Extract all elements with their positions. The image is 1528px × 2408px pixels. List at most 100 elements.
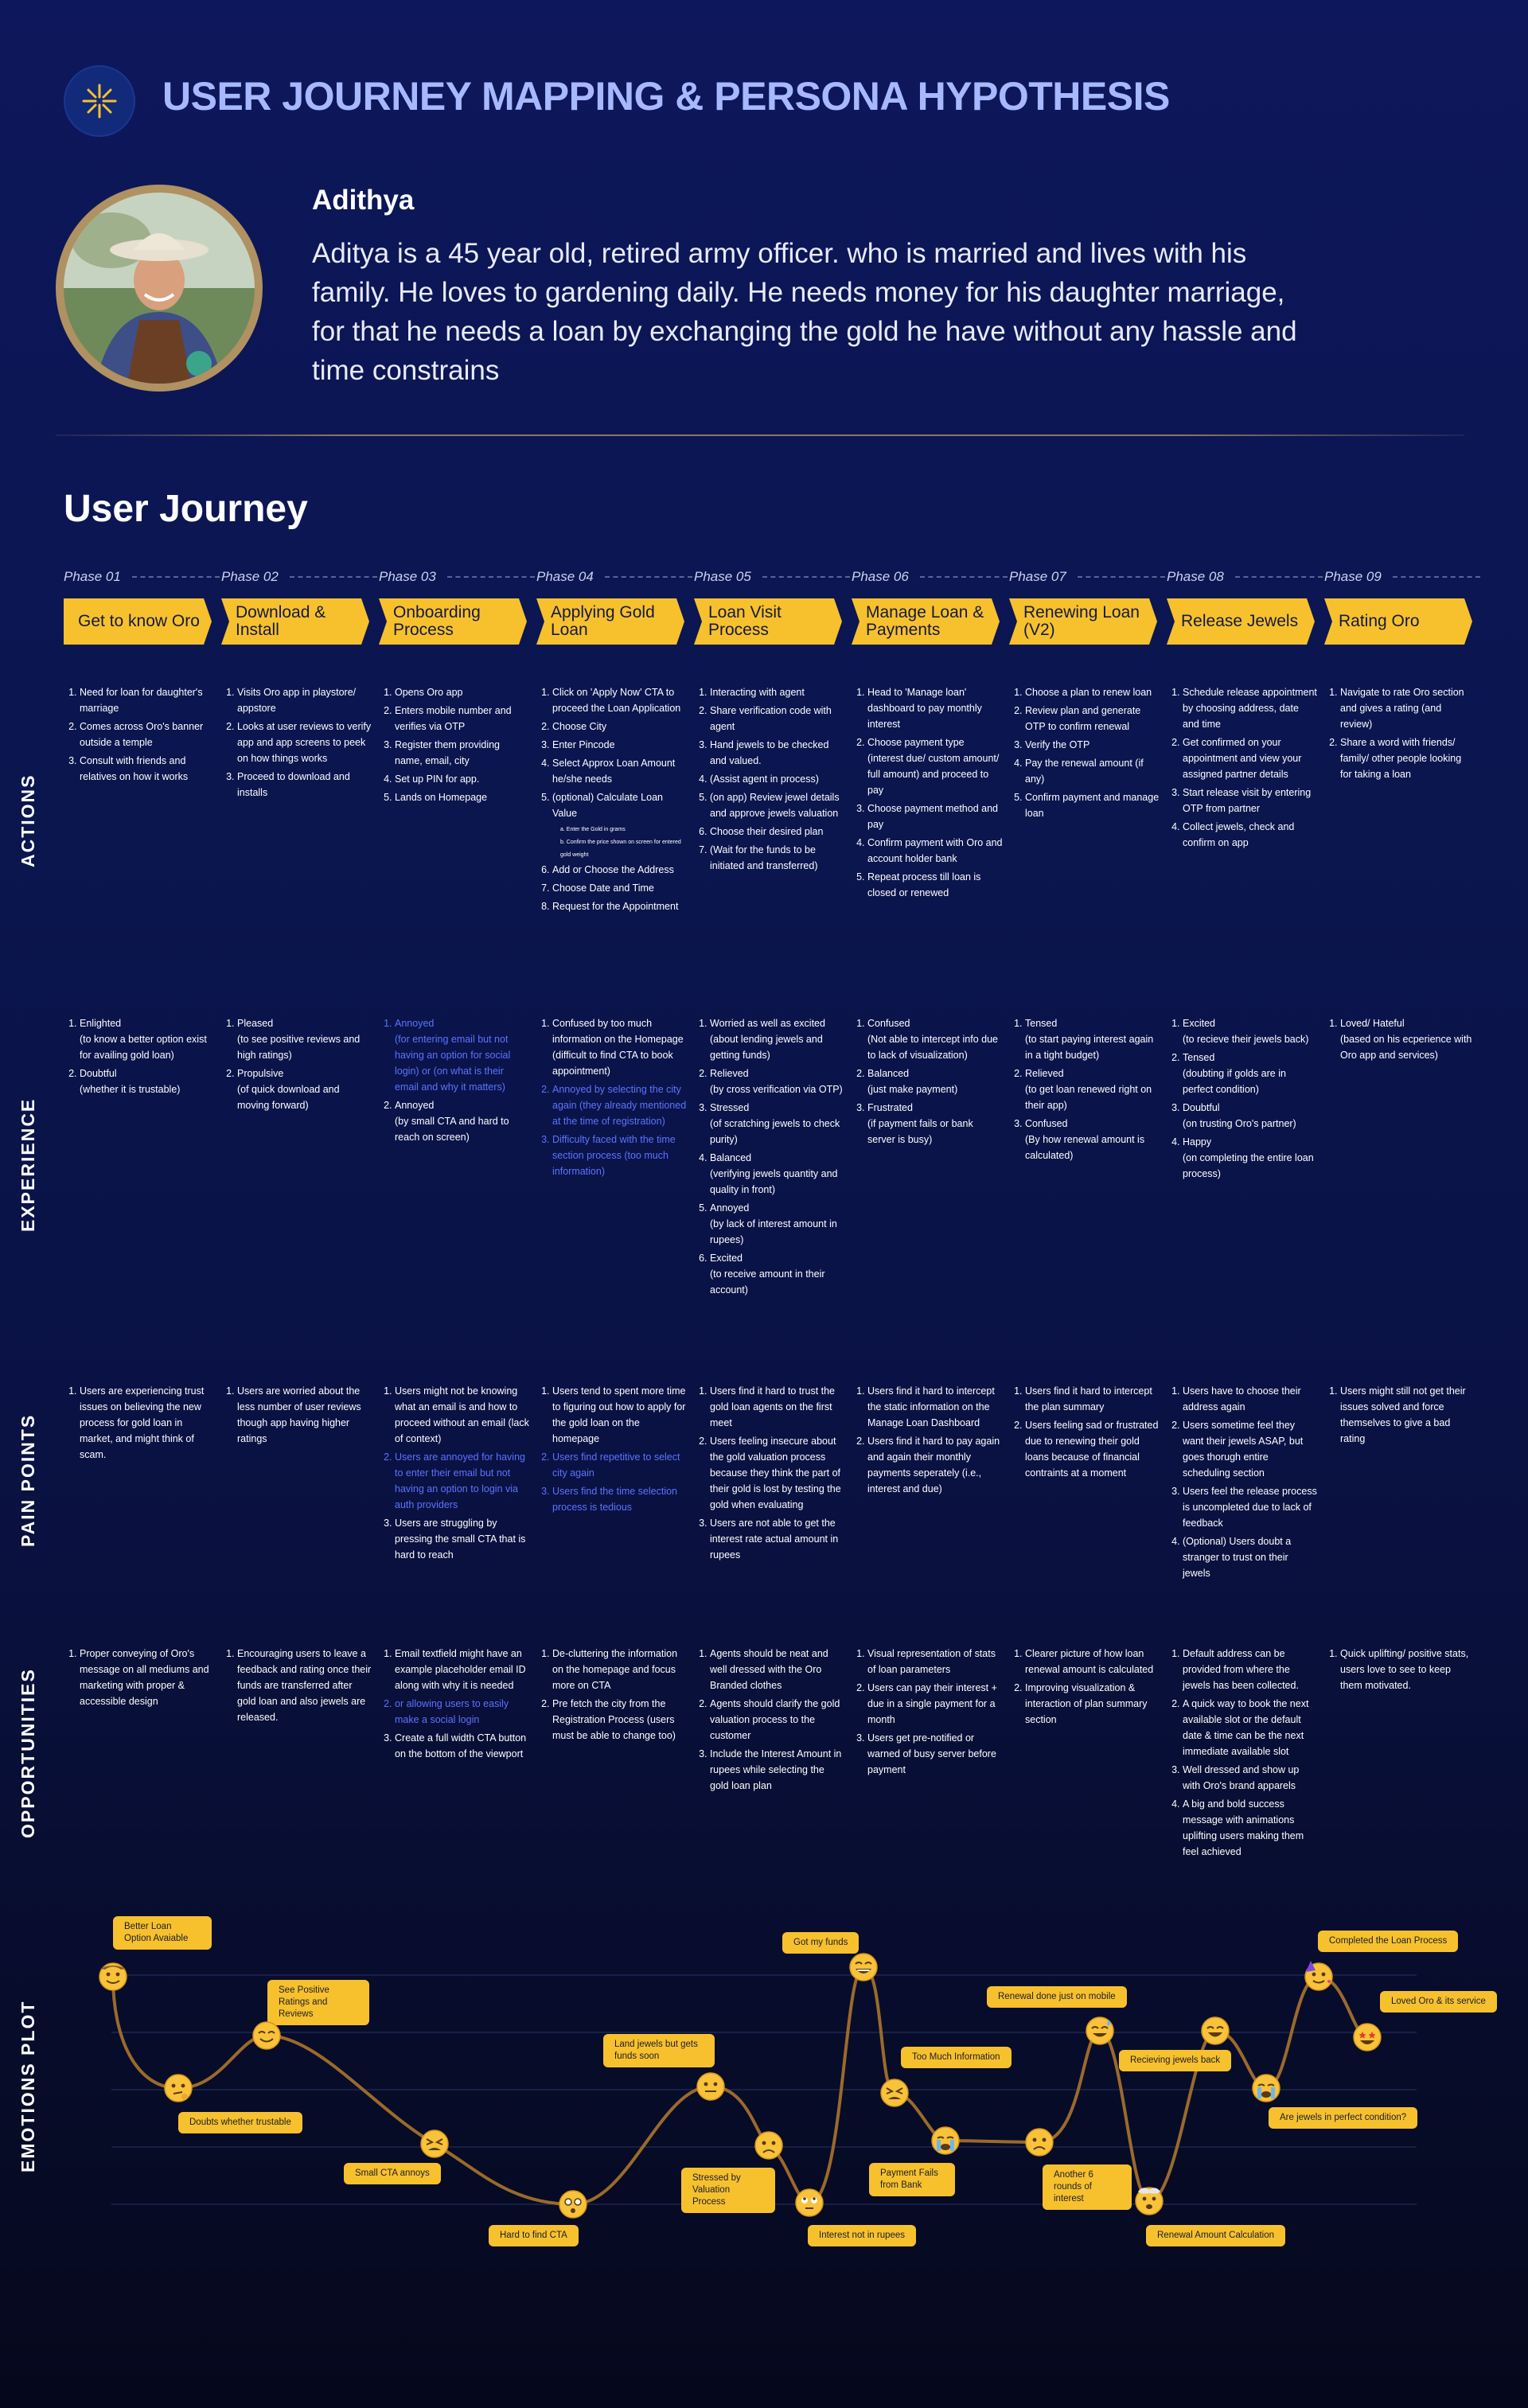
opportunity-item: Quick uplifting/ positive stats, users l…: [1340, 1646, 1475, 1693]
experience-list-phase-2: Pleased(to see positive reviews and high…: [223, 1015, 372, 1116]
phase-column-9: Phase 09 Rating Oro: [1324, 567, 1480, 645]
opportunity-item: Pre fetch the city from the Registration…: [552, 1696, 688, 1744]
opportunity-item: Well dressed and show up with Oro's bran…: [1183, 1762, 1318, 1794]
pain-points-list-phase-9: Users might still not get their issues s…: [1326, 1383, 1475, 1449]
experience-note: (to recieve their jewels back): [1183, 1034, 1309, 1045]
phase-number: Phase 06: [852, 567, 1008, 587]
experience-note: (doubting if golds are in perfect condit…: [1183, 1068, 1286, 1095]
action-item: Looks at user reviews to verify app and …: [237, 719, 372, 766]
experience-note: (of quick download and moving forward): [237, 1084, 340, 1111]
emoji-cry-icon: [1250, 2072, 1282, 2104]
pain-point-item: Users sometime feel they want their jewe…: [1183, 1417, 1318, 1481]
opportunity-item: Create a full width CTA button on the bo…: [395, 1730, 530, 1762]
emoji-wow-icon: [557, 2188, 589, 2220]
opportunity-item: Users can pay their interest + due in a …: [867, 1680, 1003, 1728]
emotions-plot: [111, 1965, 1417, 2207]
experience-note: (to see positive reviews and high rating…: [237, 1034, 361, 1061]
phase-chevron[interactable]: [1009, 598, 1157, 645]
phase-chevron[interactable]: [1167, 598, 1315, 645]
action-item: Verify the OTP: [1025, 737, 1160, 753]
phase-number: Phase 03: [379, 567, 535, 587]
experience-item: Doubtful(on trusting Oro's partner): [1183, 1100, 1318, 1132]
phase-column-1: Phase 01 Get to know Oro: [64, 567, 220, 645]
action-item: Opens Oro app: [395, 684, 530, 700]
emoji-explode-icon: [1133, 2185, 1165, 2217]
phase-number: Phase 05: [694, 567, 850, 587]
pain-points-list-phase-1: Users are experiencing trust issues on b…: [65, 1383, 215, 1465]
phase-number: Phase 02: [221, 567, 377, 587]
emoji-smile-icon: [251, 2020, 283, 2051]
pain-point-item: Users are struggling by pressing the sma…: [395, 1515, 530, 1563]
experience-list-phase-6: Confused(Not able to intercept info due …: [853, 1015, 1003, 1150]
emotion-tag: Are jewels in perfect condition?: [1269, 2107, 1418, 2129]
pain-point-item: Users find it hard to intercept the stat…: [867, 1383, 1003, 1431]
experience-note: (just make payment): [867, 1084, 958, 1095]
experience-note: (by small CTA and hard to reach on scree…: [395, 1116, 509, 1143]
phase-number: Phase 07: [1009, 567, 1165, 587]
action-item: Enter Pincode: [552, 737, 688, 753]
phase-title: Loan Visit Process: [708, 603, 782, 639]
experience-item: Confused(Not able to intercept info due …: [867, 1015, 1003, 1063]
experience-item: Worried as well as excited(about lending…: [710, 1015, 845, 1063]
experience-item: Excited(to recieve their jewels back): [1183, 1015, 1318, 1047]
opportunity-item: Users get pre-notified or warned of busy…: [867, 1730, 1003, 1778]
emotion-tag: Small CTA annoys: [344, 2163, 441, 2184]
action-item: Start release visit by entering OTP from…: [1183, 785, 1318, 816]
action-item: Review plan and generate OTP to confirm …: [1025, 703, 1160, 734]
phase-title: Rating Oro: [1339, 612, 1420, 630]
page-title: USER JOURNEY MAPPING & PERSONA HYPOTHESI…: [162, 74, 1170, 119]
phase-chevron[interactable]: [64, 598, 212, 645]
action-item: Choose City: [552, 719, 688, 734]
opportunity-item: A quick way to book the next available s…: [1183, 1696, 1318, 1759]
pain-points-list-phase-7: Users find it hard to intercept the plan…: [1011, 1383, 1160, 1483]
action-item: Choose their desired plan: [710, 824, 845, 840]
action-item: Share verification code with agent: [710, 703, 845, 734]
actions-list-phase-7: Choose a plan to renew loan Review plan a…: [1011, 684, 1160, 824]
opportunities-list-phase-4: De-cluttering the information on the hom…: [538, 1646, 688, 1746]
action-item: Confirm payment and manage loan: [1025, 789, 1160, 821]
phase-chevron[interactable]: [379, 598, 527, 645]
pain-point-item: Users feeling insecure about the gold va…: [710, 1433, 845, 1513]
actions-list-phase-1: Need for loan for daughter's marriageCom…: [65, 684, 215, 787]
experience-note: (to receive amount in their account): [710, 1268, 825, 1296]
pain-point-item: Users find the time selection process is…: [552, 1483, 688, 1515]
section-title: User Journey: [64, 488, 308, 530]
pain-point-item: Users are experiencing trust issues on b…: [80, 1383, 215, 1463]
opportunity-item: Clearer picture of how loan renewal amou…: [1025, 1646, 1160, 1677]
experience-list-phase-4: Confused by too much information on the …: [538, 1015, 688, 1182]
emoji-tired-icon: [419, 2128, 450, 2160]
opportunity-item: De-cluttering the information on the hom…: [552, 1646, 688, 1693]
actions-list-phase-6: Head to 'Manage loan' dashboard to pay m…: [853, 684, 1003, 903]
opportunity-item: Proper conveying of Oro's message on all…: [80, 1646, 215, 1709]
opportunity-item: Visual representation of stats of loan p…: [867, 1646, 1003, 1677]
phase-chevron[interactable]: [852, 598, 1000, 645]
pain-point-item: Users are worried about the less number …: [237, 1383, 372, 1447]
phase-title: Renewing Loan (V2): [1023, 603, 1140, 639]
action-item: (on app) Review jewel details and approv…: [710, 789, 845, 821]
emoji-cowboy-icon: [97, 1961, 129, 1993]
experience-note: (to get loan renewed right on their app): [1025, 1084, 1152, 1111]
persona-description: Aditya is a 45 year old, retired army of…: [312, 238, 1297, 386]
action-item: Share a word with friends/ family/ other…: [1340, 734, 1475, 782]
pain-points-list-phase-2: Users are worried about the less number …: [223, 1383, 372, 1449]
phase-title: Onboarding Process: [393, 603, 481, 639]
phase-chevron[interactable]: [221, 598, 369, 645]
experience-note: (verifying jewels quantity and quality i…: [710, 1168, 838, 1195]
phase-column-6: Phase 06 Manage Loan & Payments: [852, 567, 1008, 645]
phase-chevron[interactable]: [536, 598, 684, 645]
actions-list-phase-8: Schedule release appointment by choosing…: [1168, 684, 1318, 853]
experience-list-phase-3: Annoyed(for entering email but not havin…: [380, 1015, 530, 1148]
phase-title: Release Jewels: [1181, 612, 1299, 630]
phase-column-8: Phase 08 Release Jewels: [1167, 567, 1323, 645]
opportunity-item: or allowing users to easily make a socia…: [395, 1696, 530, 1728]
experience-item: Balanced(verifying jewels quantity and q…: [710, 1150, 845, 1198]
phase-column-3: Phase 03 Onboarding Process: [379, 567, 535, 645]
phase-column-2: Phase 02 Download & Install: [221, 567, 377, 645]
experience-item: Balanced(just make payment): [867, 1066, 1003, 1097]
emoji-sad-icon: [753, 2129, 785, 2161]
phase-chevron[interactable]: [694, 598, 842, 645]
phase-chevron[interactable]: [1324, 598, 1472, 645]
sparkle-icon: [82, 84, 117, 119]
experience-list-phase-7: Tensed(to start paying interest again in…: [1011, 1015, 1160, 1166]
pain-point-item: Users feel the release process is uncomp…: [1183, 1483, 1318, 1531]
